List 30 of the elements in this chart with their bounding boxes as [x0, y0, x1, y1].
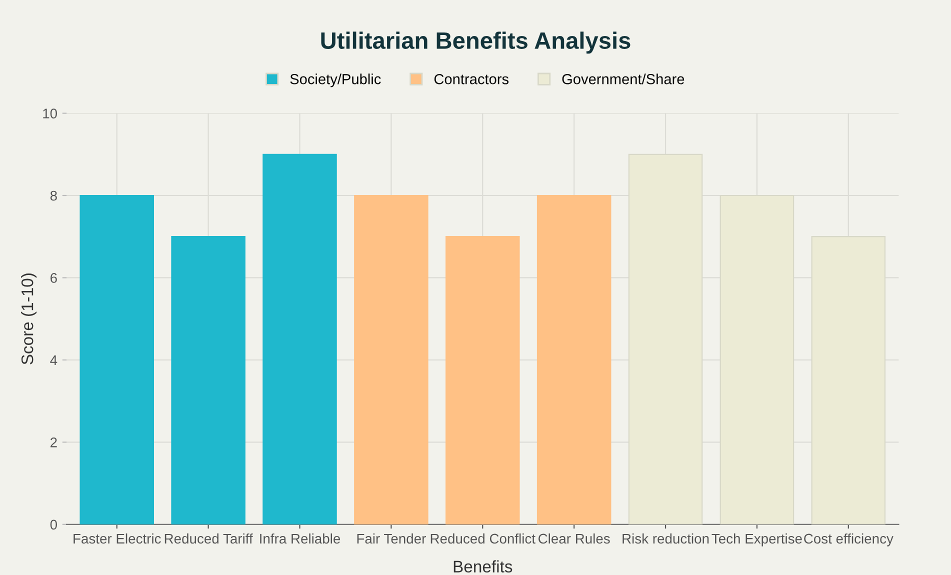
bar [720, 194, 794, 524]
y-axis-title: Score (1-10) [21, 274, 37, 364]
y-tick-label: 0 [50, 520, 57, 530]
y-tick-label: 6 [50, 273, 57, 283]
legend-label: Contractors [434, 74, 509, 84]
chart-title: Utilitarian Benefits Analysis [321, 32, 630, 54]
bar [171, 236, 246, 524]
x-tick-label: Faster Electric [74, 533, 161, 544]
x-tick-label: Infra Reliable [260, 533, 340, 544]
bar [628, 154, 703, 524]
legend-label: Society/Public [290, 74, 381, 88]
bar [80, 194, 154, 524]
x-tick-label: Risk reduction [622, 533, 709, 544]
x-tick-label: Reduced Tariff [164, 533, 253, 544]
y-tick-label: 8 [50, 190, 57, 201]
bar [446, 236, 520, 524]
bar [262, 154, 337, 524]
x-tick-label: Tech Expertise [712, 533, 802, 546]
y-tick-label: 10 [43, 108, 57, 118]
x-tick-label: Reduced Conflict [430, 533, 536, 544]
legend-label: Government/Share [562, 74, 684, 84]
x-tick-label: Fair Tender [357, 533, 426, 544]
bar [354, 194, 428, 524]
bar [536, 194, 612, 524]
x-tick-label: Cost efficiency [804, 533, 894, 546]
x-axis-title: Benefits [454, 560, 512, 573]
x-tick-label: Clear Rules [538, 533, 610, 544]
bar [811, 236, 886, 524]
y-tick-label: 2 [50, 438, 57, 448]
y-tick-label: 4 [50, 355, 58, 365]
